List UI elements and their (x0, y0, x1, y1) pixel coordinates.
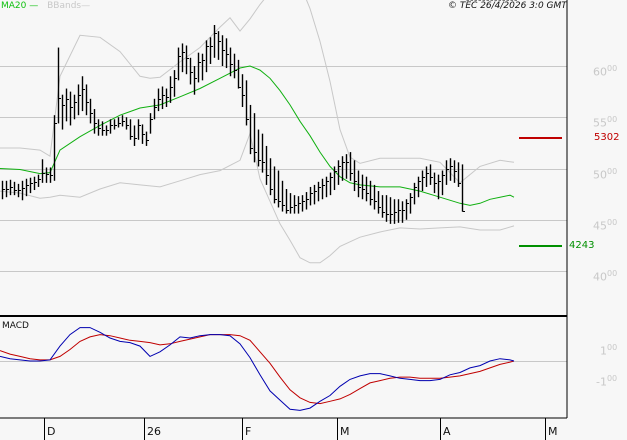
x-axis-label: A (443, 425, 451, 438)
ohlc-bars (1, 0, 517, 224)
price-tick-label: 4000 (593, 269, 618, 284)
x-axis-label: D (47, 425, 56, 438)
macd-tick-label: 100 (600, 343, 618, 358)
legend-ma20: MA20 — (1, 1, 39, 11)
chart-frame (0, 0, 568, 419)
macd-lines (0, 327, 515, 411)
x-axis-label: M (548, 425, 558, 438)
x-axis-label: F (245, 425, 252, 438)
price-gridlines (0, 66, 567, 272)
resistance-label: 5302 (594, 132, 620, 143)
price-tick-label: 5000 (593, 166, 618, 182)
signal-line (0, 334, 515, 405)
price-tick-label: 4500 (593, 217, 618, 233)
bb-lower-line (0, 131, 515, 264)
legend-bbands: BBands— (47, 1, 91, 11)
macd-line (0, 327, 515, 411)
macd-tick-label: -100 (596, 374, 618, 389)
price-tick-label: 6000 (593, 64, 618, 79)
price-tick-label: 5500 (593, 115, 618, 130)
copyright-timestamp: © TEC 26/4/2026 3:0 GMT (448, 1, 567, 11)
x-axis-ticks (44, 418, 546, 440)
ma20-line (0, 65, 515, 206)
support-resistance-lines (519, 137, 562, 247)
ma20-line (0, 65, 515, 206)
bollinger-bands (0, 0, 515, 264)
bb-upper-line (0, 0, 515, 184)
x-axis-label: M (340, 425, 350, 438)
x-axis-label: 26 (147, 425, 161, 438)
support-label: 4243 (569, 240, 595, 251)
chart-legend: MA20 — BBands— (1, 1, 90, 11)
macd-panel-title: MACD (2, 321, 29, 331)
